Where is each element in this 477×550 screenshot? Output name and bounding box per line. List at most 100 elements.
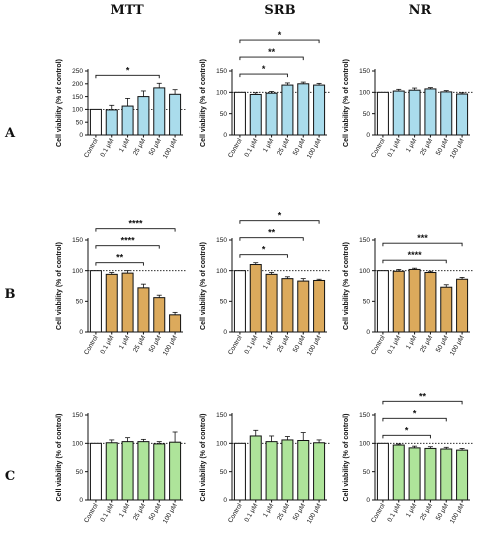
y-tick-label: 50 (363, 469, 371, 476)
bar (137, 96, 150, 136)
x-tick-label: 0.1 μM (99, 503, 115, 524)
bar (392, 444, 405, 501)
bar (281, 278, 294, 333)
y-tick-label: 150 (359, 68, 370, 75)
column-title-mtt: MTT (110, 3, 144, 18)
x-tick-label: 100 μM (162, 138, 179, 160)
y-tick-label: 0 (366, 329, 370, 336)
bar (137, 287, 150, 333)
bar (313, 84, 326, 136)
bar (440, 286, 453, 333)
x-tick-label: 0.1 μM (386, 138, 402, 159)
panel-b-mtt: Cell viability (% of control) 0 50 100 150 Co… (56, 219, 187, 357)
x-tick-label: 100 μM (449, 335, 466, 357)
significance-bracket (239, 73, 288, 78)
significance-label: * (405, 425, 409, 435)
y-tick-label: 50 (76, 119, 84, 126)
bar (408, 447, 421, 501)
x-tick-label: Control (83, 502, 100, 524)
row-label-a: A (4, 126, 16, 141)
bar (440, 448, 453, 501)
significance-bracket (95, 262, 144, 266)
y-tick-label: 100 (72, 268, 83, 275)
bar (233, 270, 246, 333)
bar (297, 280, 310, 333)
y-tick-label: 100 (72, 107, 83, 114)
x-tick-label: 0.1 μM (99, 335, 115, 356)
bar (105, 109, 118, 136)
x-tick-label: 25 μM (276, 503, 291, 522)
x-tick-label: 50 μM (435, 138, 450, 157)
bar (169, 441, 182, 501)
significance-label: * (126, 65, 130, 75)
significance-label: ** (268, 228, 276, 238)
y-tick-label: 200 (72, 81, 83, 88)
y-tick-label: 0 (366, 132, 370, 139)
x-tick-label: 50 μM (148, 335, 163, 354)
significance-bracket (95, 74, 160, 79)
y-axis-label: Cell viability (% of control) (343, 414, 350, 502)
y-tick-label: 50 (76, 299, 84, 306)
bar (169, 93, 182, 136)
bar (233, 442, 246, 501)
y-axis-label: Cell viability (% of control) (200, 242, 207, 330)
x-tick-label: 100 μM (306, 138, 323, 160)
significance-bracket (239, 220, 320, 224)
x-tick-label: 50 μM (148, 503, 163, 522)
x-tick-label: 1 μM (405, 335, 418, 351)
x-tick-label: Control (370, 137, 387, 159)
bar (281, 439, 294, 501)
significance-label: **** (128, 219, 143, 229)
bar (137, 441, 150, 501)
panels: Cell viability (% of control) 0 50 100 150 20… (56, 30, 474, 525)
x-tick-label: 100 μM (162, 335, 179, 357)
x-tick-label: Control (370, 502, 387, 524)
bar (89, 442, 102, 501)
bar (376, 270, 389, 333)
y-tick-label: 150 (359, 412, 370, 419)
bar (249, 93, 262, 136)
significance-label: * (262, 64, 266, 74)
bar (169, 314, 182, 333)
x-tick-label: Control (370, 334, 387, 356)
y-axis-label: Cell viability (% of control) (343, 59, 350, 147)
panel-a-srb: Cell viability (% of control) 0 50 100 150 Co… (200, 30, 331, 160)
bar (121, 272, 134, 333)
x-tick-label: Control (83, 137, 100, 159)
y-axis-label: Cell viability (% of control) (56, 242, 63, 330)
y-tick-label: 50 (363, 111, 371, 118)
panel-b-nr: Cell viability (% of control) 0 50 100 150 Co… (343, 233, 474, 357)
x-tick-label: 0.1 μM (243, 503, 259, 524)
bar (456, 93, 469, 136)
bar (265, 441, 278, 501)
significance-bracket (239, 254, 288, 258)
y-tick-label: 100 (359, 441, 370, 448)
column-title-srb: SRB (264, 3, 295, 18)
x-tick-label: 1 μM (262, 503, 275, 519)
y-tick-label: 150 (72, 94, 83, 101)
x-tick-label: 50 μM (148, 138, 163, 157)
x-tick-label: 50 μM (292, 503, 307, 522)
x-tick-label: 1 μM (262, 138, 275, 154)
y-tick-label: 0 (223, 132, 227, 139)
y-tick-label: 50 (220, 469, 228, 476)
significance-label: ** (116, 253, 124, 263)
significance-bracket (382, 242, 463, 247)
x-tick-label: 100 μM (449, 138, 466, 160)
bar (376, 91, 389, 136)
x-tick-label: 25 μM (132, 335, 147, 354)
significance-label: *** (417, 233, 428, 243)
y-tick-label: 100 (72, 441, 83, 448)
x-tick-label: Control (227, 502, 244, 524)
y-tick-label: 50 (76, 469, 84, 476)
x-tick-label: 1 μM (262, 335, 275, 351)
significance-bracket (382, 400, 463, 405)
x-tick-label: 100 μM (306, 335, 323, 357)
x-tick-label: 0.1 μM (99, 138, 115, 159)
row-label-b: B (5, 287, 16, 302)
y-tick-label: 0 (223, 497, 227, 504)
bar (153, 297, 166, 333)
y-tick-label: 0 (223, 329, 227, 336)
significance-bracket (95, 245, 160, 249)
